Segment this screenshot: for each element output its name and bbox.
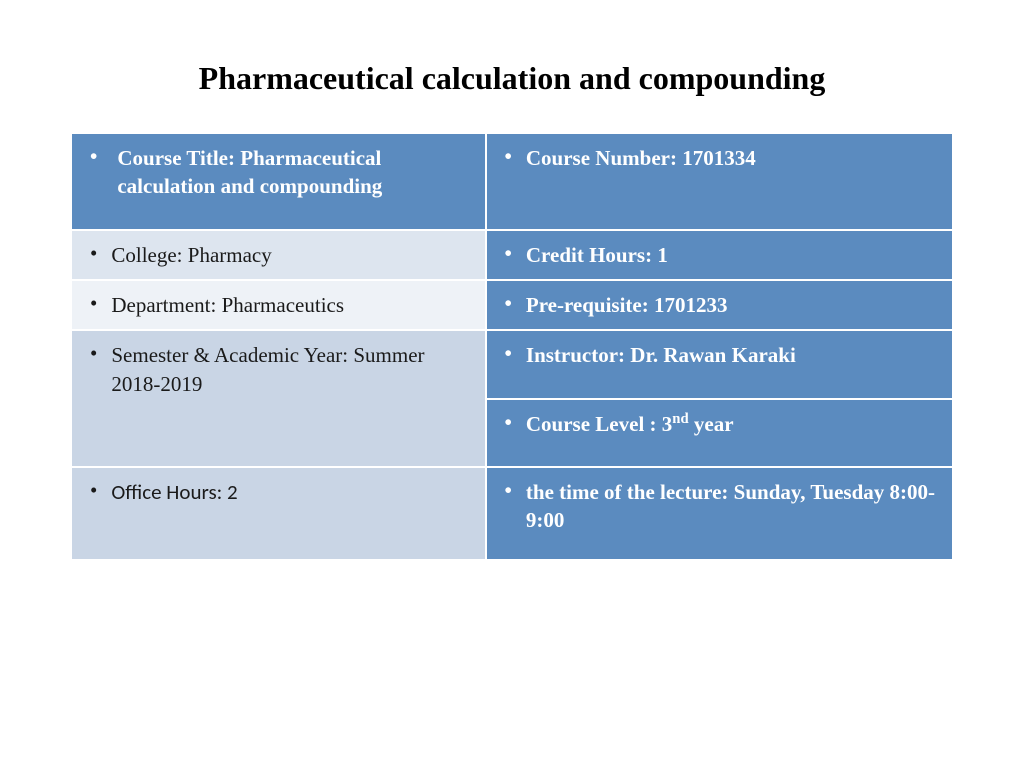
cell-text: Pre-requisite: 1701233 xyxy=(526,291,938,319)
cell-department: • Department: Pharmaceutics xyxy=(71,280,486,330)
cell-text: Course Number: 1701334 xyxy=(526,144,938,172)
bullet-icon: • xyxy=(501,478,526,503)
table-row: • Semester & Academic Year: Summer 2018-… xyxy=(71,330,953,398)
cell-course-number: • Course Number: 1701334 xyxy=(486,133,953,230)
cell-text: Course Level : 3nd year xyxy=(526,410,938,438)
cell-college: • College: Pharmacy xyxy=(71,230,486,280)
bullet-icon: • xyxy=(86,241,111,266)
cell-text: Course Title: Pharmaceutical calculation… xyxy=(111,144,470,201)
table-row: • Office Hours: 2 • the time of the lect… xyxy=(71,467,953,560)
cell-text: Semester & Academic Year: Summer 2018-20… xyxy=(111,341,470,398)
table-row: • Department: Pharmaceutics • Pre-requis… xyxy=(71,280,953,330)
cell-text: Office Hours: 2 xyxy=(111,478,470,506)
page-title: Pharmaceutical calculation and compoundi… xyxy=(70,60,954,97)
table-row: • Course Title: Pharmaceutical calculati… xyxy=(71,133,953,230)
bullet-icon: • xyxy=(501,291,526,316)
cell-credit-hours: • Credit Hours: 1 xyxy=(486,230,953,280)
bullet-icon: • xyxy=(86,144,111,169)
cell-course-title: • Course Title: Pharmaceutical calculati… xyxy=(71,133,486,230)
cell-office-hours: • Office Hours: 2 xyxy=(71,467,486,560)
cell-text: Credit Hours: 1 xyxy=(526,241,938,269)
cell-text: Instructor: Dr. Rawan Karaki xyxy=(526,341,938,369)
bullet-icon: • xyxy=(501,241,526,266)
cell-semester-year: • Semester & Academic Year: Summer 2018-… xyxy=(71,330,486,467)
cell-lecture-time: • the time of the lecture: Sunday, Tuesd… xyxy=(486,467,953,560)
bullet-icon: • xyxy=(501,341,526,366)
cell-instructor: • Instructor: Dr. Rawan Karaki xyxy=(486,330,953,398)
cell-text: the time of the lecture: Sunday, Tuesday… xyxy=(526,478,938,535)
bullet-icon: • xyxy=(501,144,526,169)
bullet-icon: • xyxy=(86,341,111,366)
bullet-icon: • xyxy=(86,291,111,316)
cell-text: College: Pharmacy xyxy=(111,241,470,269)
bullet-icon: • xyxy=(501,410,526,435)
cell-prerequisite: • Pre-requisite: 1701233 xyxy=(486,280,953,330)
table-row: • College: Pharmacy • Credit Hours: 1 xyxy=(71,230,953,280)
course-info-table: • Course Title: Pharmaceutical calculati… xyxy=(70,132,954,561)
cell-course-level: • Course Level : 3nd year xyxy=(486,399,953,467)
bullet-icon: • xyxy=(86,478,111,503)
cell-text: Department: Pharmaceutics xyxy=(111,291,470,319)
